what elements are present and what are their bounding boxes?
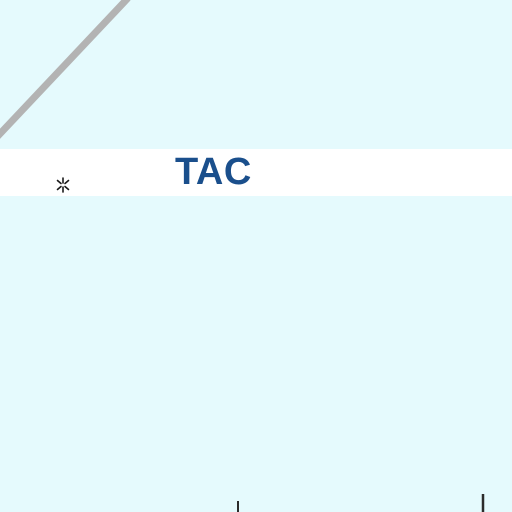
map-label[interactable]: TAC — [175, 151, 252, 193]
label-band — [0, 149, 512, 196]
asterisk-icon[interactable] — [54, 176, 72, 194]
gray-road-line — [0, 0, 131, 139]
